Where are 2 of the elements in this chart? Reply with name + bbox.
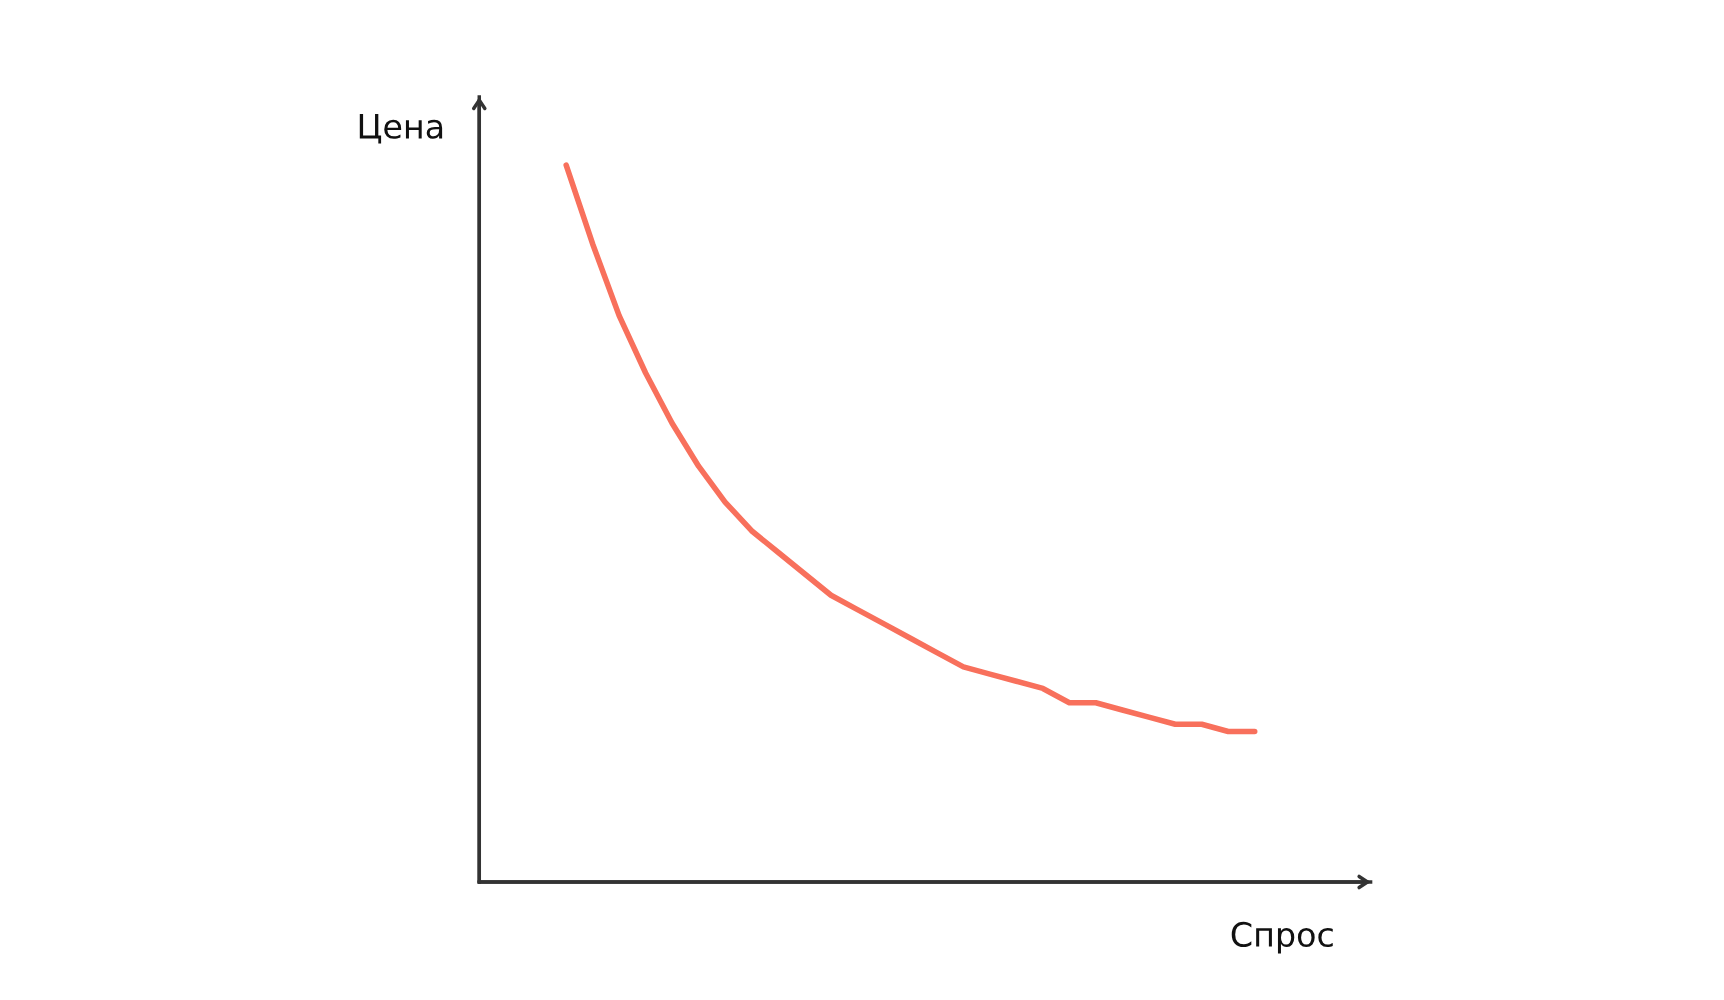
x-axis-title: Спрос (1231, 921, 1333, 954)
y-axis-title: Цена (359, 114, 443, 144)
